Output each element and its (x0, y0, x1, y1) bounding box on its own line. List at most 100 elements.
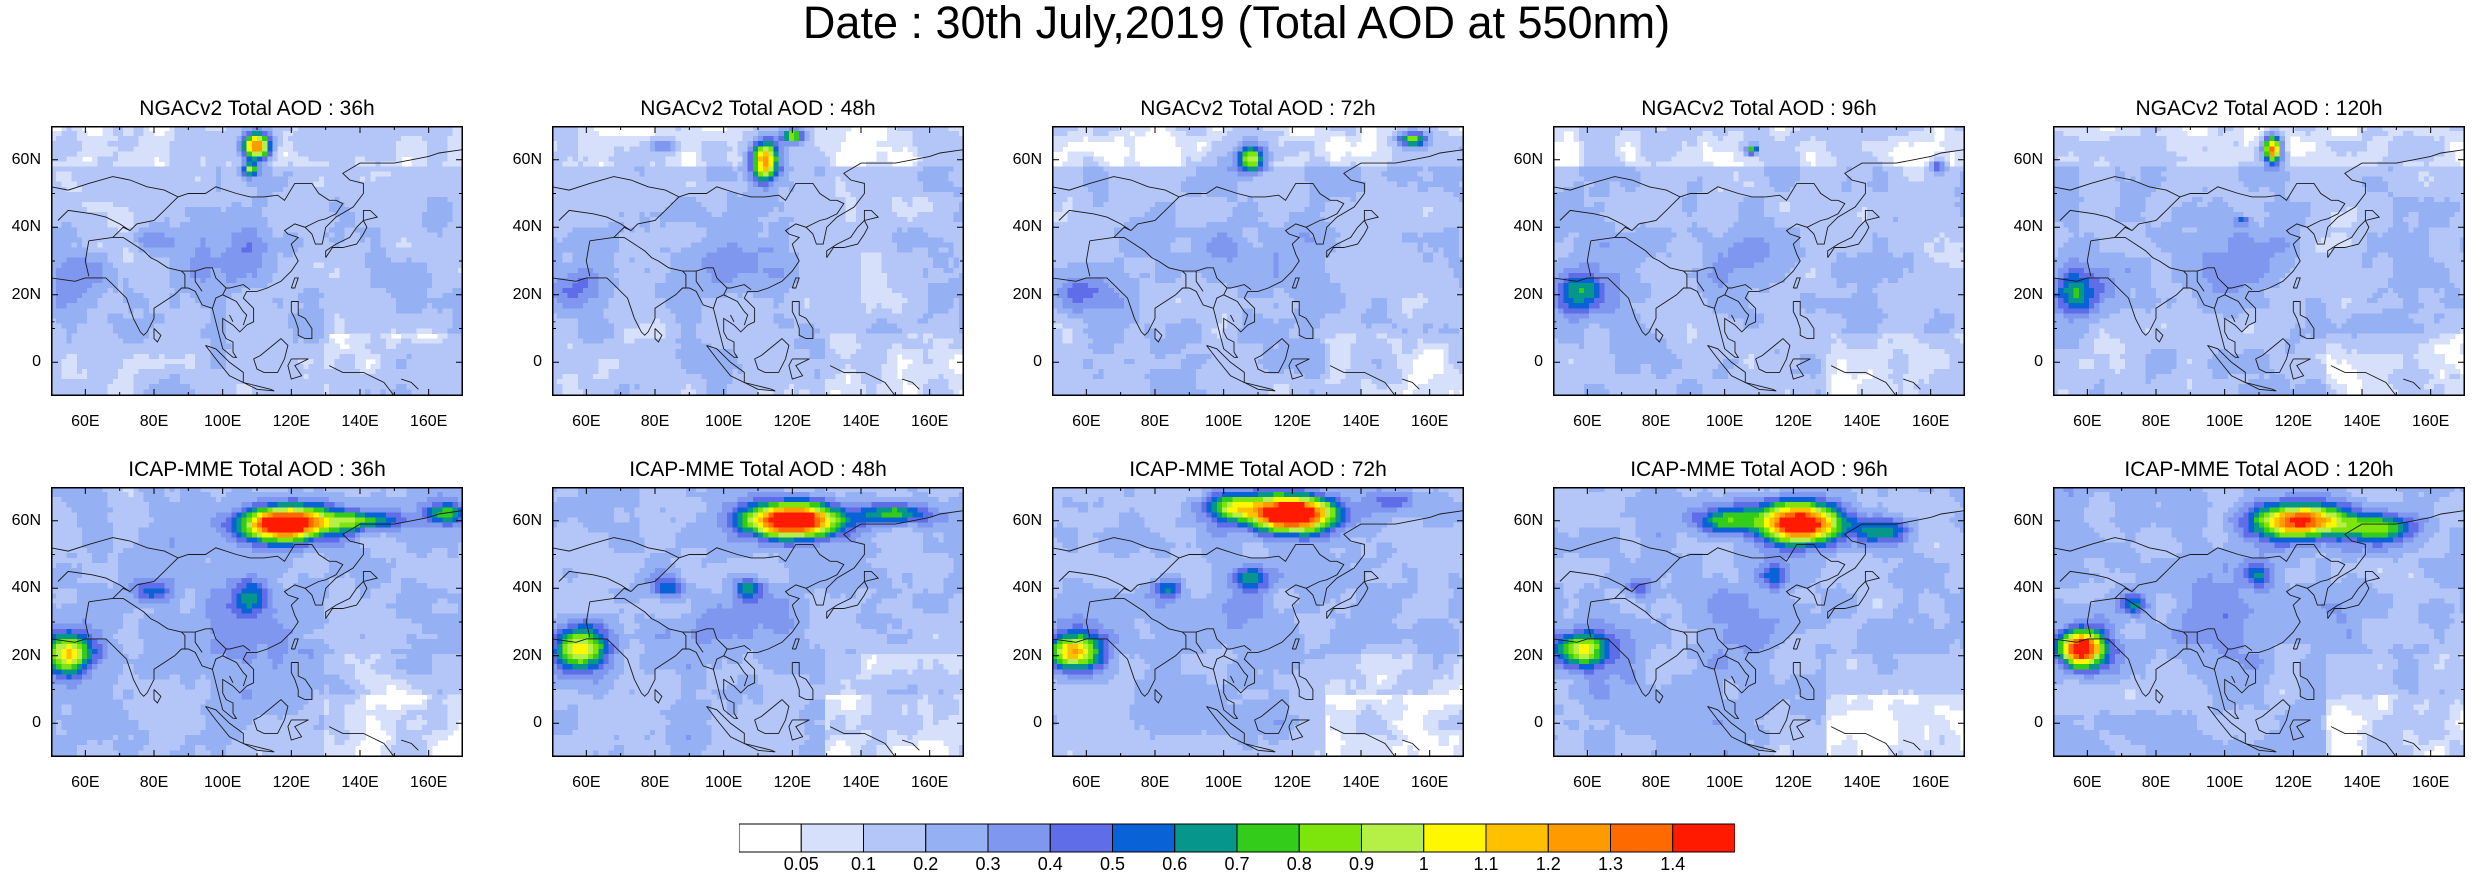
aod-field (552, 487, 964, 757)
lon-tick-label: 60E (1056, 774, 1116, 792)
colorbar-label: 1.3 (1581, 854, 1641, 874)
lon-tick-label: 100E (2195, 774, 2255, 792)
lat-tick-label: 20N (0, 647, 41, 665)
lon-tick-label: 160E (1400, 413, 1460, 431)
colorbar-swatch (1174, 823, 1238, 853)
coastlines (2053, 149, 2465, 396)
lon-tick-label: 80E (124, 774, 184, 792)
lat-tick-label: 60N (0, 151, 41, 169)
lon-tick-label: 160E (1901, 413, 1961, 431)
map-panel: ICAP-MME Total AOD : 96h 60N 40N 20N 0 60E 80E… (1514, 458, 1965, 791)
lon-tick-label: 60E (556, 774, 616, 792)
lon-tick-label: 80E (1626, 413, 1686, 431)
aod-map (1052, 487, 1464, 757)
colorbar-label: 0.2 (896, 854, 956, 874)
lon-tick-label: 120E (762, 774, 822, 792)
lon-tick-label: 60E (55, 413, 115, 431)
map-panel: ICAP-MME Total AOD : 120h 60N 40N 20N 0 60E 80… (2014, 458, 2465, 791)
axis-ticks (51, 126, 463, 396)
map-panel: NGACv2 Total AOD : 120h 60N 40N 20N 0 60E 80E 1… (2014, 97, 2465, 430)
lon-tick-label: 100E (1695, 774, 1755, 792)
lon-tick-label: 160E (399, 413, 459, 431)
map-panel: ICAP-MME Total AOD : 36h 60N 40N 20N 0 60E 80E… (12, 458, 463, 791)
lat-tick-label: 20N (1493, 647, 1543, 665)
colorbar-swatch (1672, 823, 1735, 853)
coastlines (51, 510, 463, 757)
axis-ticks (1553, 487, 1965, 757)
colorbar-swatch (1547, 823, 1611, 853)
lat-tick-label: 20N (1493, 286, 1543, 304)
aod-map (51, 126, 463, 396)
coastlines (1553, 510, 1965, 757)
colorbar-swatch (863, 823, 927, 853)
lon-tick-label: 80E (1125, 774, 1185, 792)
colorbar-swatch (1236, 823, 1300, 853)
lat-tick-label: 60N (492, 151, 542, 169)
panel-title: NGACv2 Total AOD : 96h (1553, 96, 1965, 122)
lon-tick-label: 60E (2057, 413, 2117, 431)
lon-tick-label: 80E (1125, 413, 1185, 431)
lat-tick-label: 60N (1993, 151, 2043, 169)
lon-tick-label: 140E (1331, 774, 1391, 792)
map-panel: NGACv2 Total AOD : 48h 60N 40N 20N 0 60E 80E 10… (513, 97, 964, 430)
colorbar-swatch (1112, 823, 1176, 853)
lon-tick-label: 120E (2263, 774, 2323, 792)
colorbar-label: 1 (1394, 854, 1454, 874)
coastlines (1553, 149, 1965, 396)
lon-tick-label: 100E (694, 413, 754, 431)
lat-tick-label: 60N (992, 512, 1042, 530)
panel-title: ICAP-MME Total AOD : 36h (51, 457, 463, 483)
lon-tick-label: 140E (2332, 413, 2392, 431)
lat-tick-label: 20N (492, 647, 542, 665)
lon-tick-label: 100E (193, 774, 253, 792)
colorbar-swatch (1298, 823, 1362, 853)
lon-tick-label: 60E (1557, 413, 1617, 431)
lon-tick-label: 120E (2263, 413, 2323, 431)
panel-title: ICAP-MME Total AOD : 96h (1553, 457, 1965, 483)
lat-tick-label: 60N (1993, 512, 2043, 530)
lat-tick-label: 60N (0, 512, 41, 530)
aod-field (552, 126, 964, 396)
lat-tick-label: 20N (1993, 286, 2043, 304)
lon-tick-label: 80E (625, 413, 685, 431)
lon-tick-label: 160E (399, 774, 459, 792)
colorbar (739, 823, 1735, 853)
panel-title: ICAP-MME Total AOD : 48h (552, 457, 964, 483)
lat-tick-label: 60N (1493, 151, 1543, 169)
map-panel: NGACv2 Total AOD : 36h 60N 40N 20N 0 60E 80E 10… (12, 97, 463, 430)
lat-tick-label: 20N (0, 286, 41, 304)
lon-tick-label: 100E (1695, 413, 1755, 431)
lat-tick-label: 40N (992, 579, 1042, 597)
lon-tick-label: 80E (625, 774, 685, 792)
lon-tick-label: 60E (2057, 774, 2117, 792)
lon-tick-label: 160E (1400, 774, 1460, 792)
aod-map (1052, 126, 1464, 396)
panel-title: NGACv2 Total AOD : 72h (1052, 96, 1464, 122)
lat-tick-label: 0 (1993, 714, 2043, 732)
coastlines (552, 510, 964, 757)
lon-tick-label: 60E (1557, 774, 1617, 792)
lat-tick-label: 60N (1493, 512, 1543, 530)
aod-field (2053, 487, 2465, 757)
lat-tick-label: 60N (492, 512, 542, 530)
panel-title: ICAP-MME Total AOD : 120h (2053, 457, 2465, 483)
colorbar-swatch (1361, 823, 1425, 853)
aod-map (2053, 126, 2465, 396)
aod-map (51, 487, 463, 757)
colorbar-swatch (925, 823, 989, 853)
lat-tick-label: 40N (1493, 579, 1543, 597)
aod-field (1052, 487, 1464, 757)
colorbar-label: 0.05 (771, 854, 831, 874)
colorbar-swatch (1485, 823, 1549, 853)
lon-tick-label: 80E (124, 413, 184, 431)
aod-field (2053, 126, 2465, 396)
lon-tick-label: 60E (55, 774, 115, 792)
coastlines (1052, 149, 1464, 396)
lat-tick-label: 40N (1993, 579, 2043, 597)
lon-tick-label: 80E (2126, 774, 2186, 792)
lon-tick-label: 140E (330, 413, 390, 431)
axis-ticks (2053, 487, 2465, 757)
lon-tick-label: 100E (2195, 413, 2255, 431)
panel-title: NGACv2 Total AOD : 36h (51, 96, 463, 122)
lon-tick-label: 160E (1901, 774, 1961, 792)
